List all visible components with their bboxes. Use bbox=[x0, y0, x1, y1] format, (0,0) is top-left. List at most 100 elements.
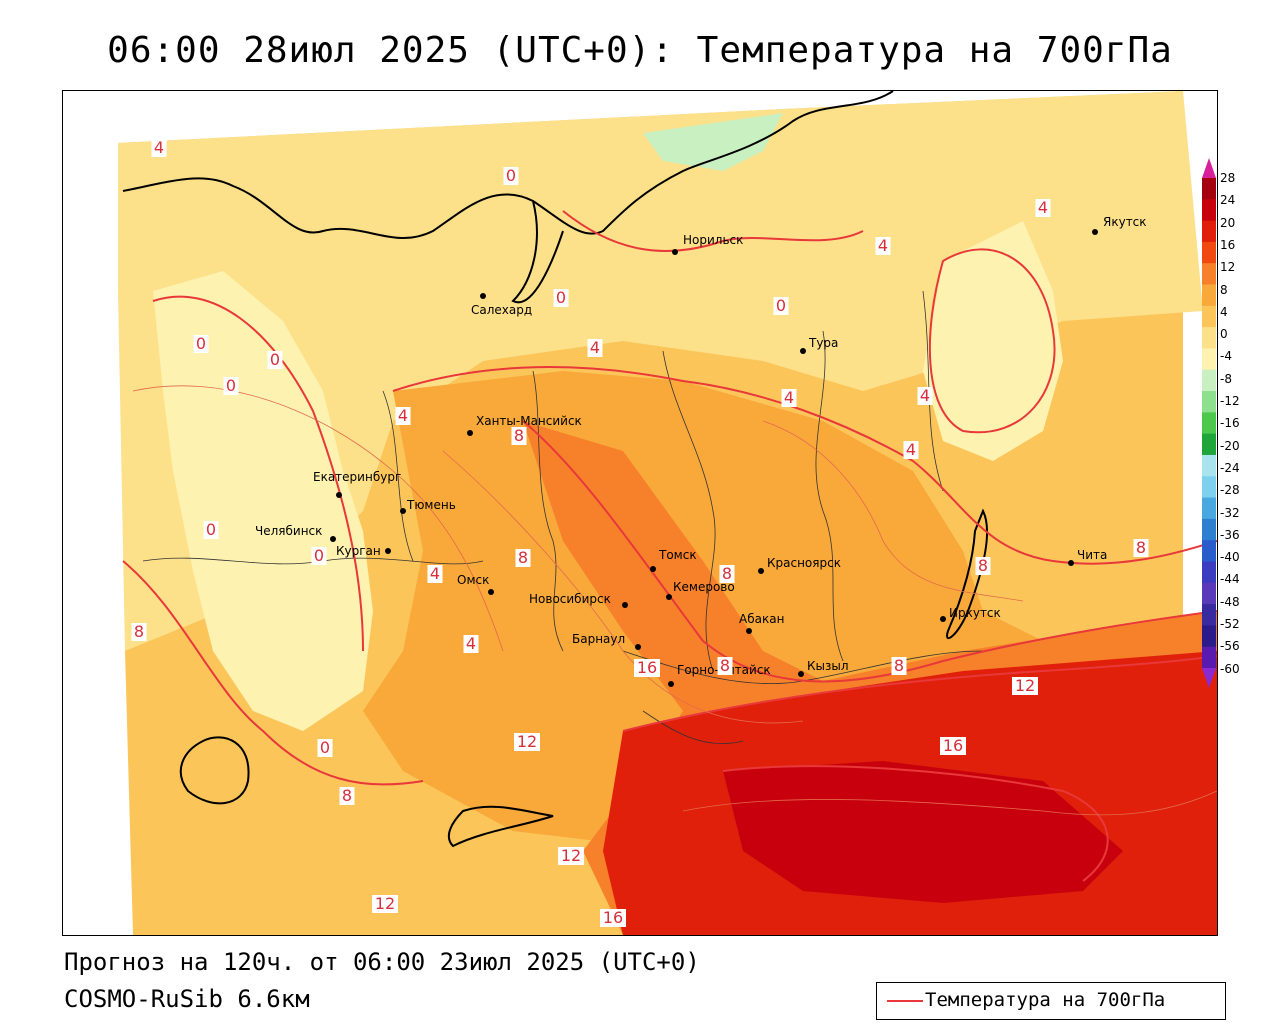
city-marker: Омск bbox=[457, 573, 494, 595]
city-marker: Курган bbox=[336, 544, 391, 558]
city-marker: Новосибирск bbox=[529, 592, 628, 608]
contour-label-bg bbox=[503, 167, 519, 185]
city-dot bbox=[635, 644, 641, 650]
contour-value-label: 16 bbox=[634, 658, 660, 677]
city-marker: Салехард bbox=[471, 293, 532, 317]
contour-label-text: 0 bbox=[506, 166, 516, 185]
scale-tick-label: -8 bbox=[1220, 371, 1232, 386]
forecast-info: Прогноз на 120ч. от 06:00 23июл 2025 (UT… bbox=[64, 948, 700, 976]
city-marker: Тюмень bbox=[400, 498, 456, 514]
scale-swatch bbox=[1202, 220, 1216, 243]
city-label: Салехард bbox=[471, 303, 532, 317]
caspian-sea bbox=[179, 736, 250, 805]
contour-label-text: 4 bbox=[878, 236, 888, 255]
contour-label-text: 0 bbox=[556, 288, 566, 307]
contour-label-bg bbox=[223, 377, 239, 395]
contour-value-label: 4 bbox=[903, 440, 919, 459]
contour-label-bg bbox=[311, 547, 327, 565]
contour-label-bg bbox=[1133, 539, 1149, 557]
contour-label-text: 12 bbox=[375, 894, 395, 913]
contour-label-text: 8 bbox=[134, 622, 144, 641]
contour-label-bg bbox=[875, 237, 891, 255]
scale-tick-label: -48 bbox=[1220, 594, 1240, 609]
contour-value-label: 0 bbox=[203, 520, 219, 539]
city-label: Чита bbox=[1077, 548, 1107, 562]
contour-label-bg bbox=[463, 635, 479, 653]
model-info: COSMO-RuSib 6.6км bbox=[64, 985, 310, 1013]
contour-label-bg bbox=[131, 623, 147, 641]
city-label: Кемерово bbox=[673, 580, 735, 594]
contour-value-label: 8 bbox=[339, 786, 355, 805]
city-marker: Томск bbox=[650, 548, 697, 572]
contour-label-text: 12 bbox=[1015, 676, 1035, 695]
scale-tick-label: 12 bbox=[1220, 260, 1236, 275]
contour-label-text: 0 bbox=[314, 546, 324, 565]
scale-tick-label: 28 bbox=[1220, 171, 1236, 185]
temperature-map: Якутск Норильск Салехард Тура Ханты-Мансийск… bbox=[63, 91, 1217, 935]
city-label: Красноярск bbox=[767, 556, 841, 570]
contour-value-label: 8 bbox=[131, 622, 147, 641]
scale-swatch bbox=[1202, 178, 1216, 200]
scale-bottom-arrow bbox=[1202, 668, 1216, 688]
city-label: Курган bbox=[336, 544, 381, 558]
city-label: Норильск bbox=[683, 233, 743, 247]
contour-label-bg bbox=[917, 387, 933, 405]
contour-label-text: 16 bbox=[603, 908, 623, 927]
contour-label-text: 4 bbox=[430, 564, 440, 583]
contour-label-text: 4 bbox=[784, 388, 794, 407]
contour-label-bg bbox=[1012, 677, 1038, 695]
city-marker: Тура bbox=[800, 336, 838, 354]
city-marker: Иркутск bbox=[940, 606, 1001, 622]
scale-swatch bbox=[1202, 241, 1216, 264]
line-legend: Температура на 700гПа bbox=[876, 982, 1226, 1020]
contour-label-text: 16 bbox=[637, 658, 657, 677]
contour-value-label: 0 bbox=[317, 738, 333, 757]
contour-label-text: 12 bbox=[517, 732, 537, 751]
balkhash-lake bbox=[447, 805, 554, 848]
color-scale-bar bbox=[1202, 158, 1216, 688]
thin-isotherms bbox=[132, 385, 1217, 816]
field-green-patch bbox=[643, 113, 783, 171]
contour-value-label: 0 bbox=[267, 350, 283, 369]
contour-value-label: 8 bbox=[717, 656, 733, 675]
scale-swatch bbox=[1202, 476, 1216, 499]
scale-swatch bbox=[1202, 327, 1216, 349]
arctic-coast bbox=[122, 91, 894, 240]
scale-swatch bbox=[1202, 391, 1216, 413]
contour-value-label: 4 bbox=[151, 138, 167, 157]
city-dot bbox=[1092, 229, 1098, 235]
city-dot bbox=[666, 594, 672, 600]
city-marker: Красноярск bbox=[758, 556, 841, 574]
scale-tick-label: -20 bbox=[1220, 438, 1240, 453]
contour-label-bg bbox=[203, 521, 219, 539]
contour-value-label: 8 bbox=[719, 564, 735, 583]
scale-tick-label: -16 bbox=[1220, 416, 1240, 431]
contour-label-bg bbox=[891, 657, 907, 675]
contour-label-text: 4 bbox=[466, 634, 476, 653]
legend-line-sample bbox=[887, 1000, 923, 1002]
scale-swatch bbox=[1202, 284, 1216, 307]
yamal-peninsula bbox=[511, 200, 564, 304]
contour-label-bg bbox=[514, 733, 540, 751]
map-title: 06:00 28июл 2025 (UTC+0): Температура на… bbox=[107, 30, 1173, 71]
city-dot bbox=[480, 293, 486, 299]
city-dot bbox=[336, 492, 342, 498]
city-dot bbox=[330, 536, 336, 542]
city-dot bbox=[400, 508, 406, 514]
city-dot bbox=[622, 602, 628, 608]
contour-label-text: 8 bbox=[894, 656, 904, 675]
contour-value-label: 4 bbox=[427, 564, 443, 583]
scale-tick-label: -28 bbox=[1220, 483, 1240, 498]
city-marker: Якутск bbox=[1092, 215, 1147, 235]
city-marker: Кемерово bbox=[666, 580, 735, 600]
contour-label-text: 4 bbox=[154, 138, 164, 157]
contour-label-text: 4 bbox=[590, 338, 600, 357]
contour-value-label: 0 bbox=[773, 296, 789, 315]
city-marker: Норильск bbox=[672, 233, 743, 255]
map-area: Якутск Норильск Салехард Тура Ханты-Мансийск… bbox=[62, 90, 1218, 936]
contour-label-bg bbox=[717, 657, 733, 675]
temperature-field bbox=[63, 91, 1217, 935]
scale-tick-label: -44 bbox=[1220, 572, 1240, 587]
contour-value-label: 12 bbox=[372, 894, 398, 913]
city-marker: Екатеринбург bbox=[313, 470, 401, 498]
